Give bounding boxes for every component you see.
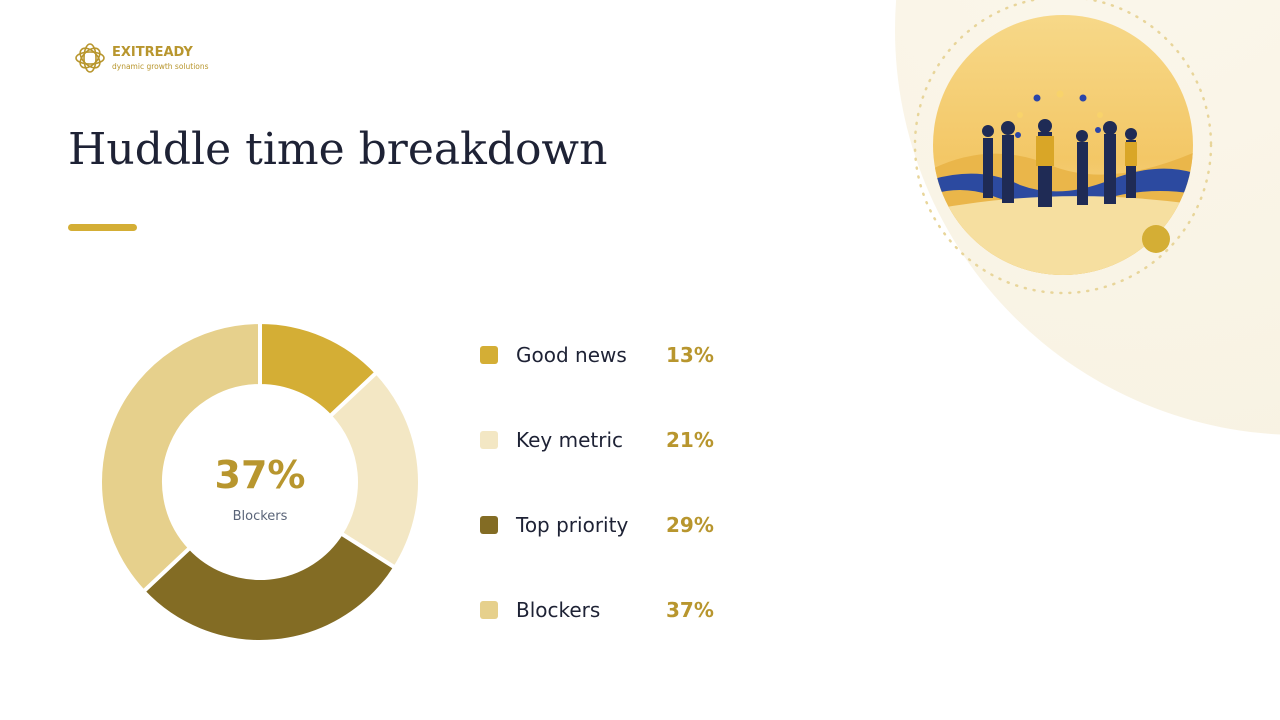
slide-title: Huddle time breakdown bbox=[68, 124, 607, 175]
legend-label: Good news bbox=[516, 343, 627, 367]
legend-value: 37% bbox=[666, 598, 714, 622]
legend-label: Blockers bbox=[516, 598, 600, 622]
donut-segment bbox=[327, 370, 422, 570]
legend-value: 29% bbox=[666, 513, 714, 537]
donut-segment bbox=[141, 531, 398, 644]
brand-name: EXITREADY bbox=[112, 45, 193, 60]
legend-swatch bbox=[480, 431, 498, 449]
legend-label: Top priority bbox=[515, 513, 628, 537]
brand-tagline: dynamic growth solutions bbox=[112, 62, 209, 71]
center-label: Blockers bbox=[233, 509, 288, 524]
legend-value: 21% bbox=[666, 428, 714, 452]
accent-dot bbox=[1142, 225, 1170, 253]
title-underline bbox=[68, 224, 137, 231]
logo-icon bbox=[75, 43, 105, 73]
center-value: 37% bbox=[215, 453, 306, 497]
donut-segment bbox=[98, 320, 262, 594]
legend-value: 13% bbox=[666, 343, 714, 367]
dotted-ring bbox=[913, 0, 1213, 295]
donut-chart: 37% Blockers bbox=[98, 320, 422, 644]
legend: Good news 13% Key metric 21% Top priority 29%… bbox=[480, 343, 714, 622]
legend-label: Key metric bbox=[516, 428, 623, 452]
legend-swatch bbox=[480, 601, 498, 619]
legend-swatch bbox=[480, 346, 498, 364]
legend-swatch bbox=[480, 516, 498, 534]
